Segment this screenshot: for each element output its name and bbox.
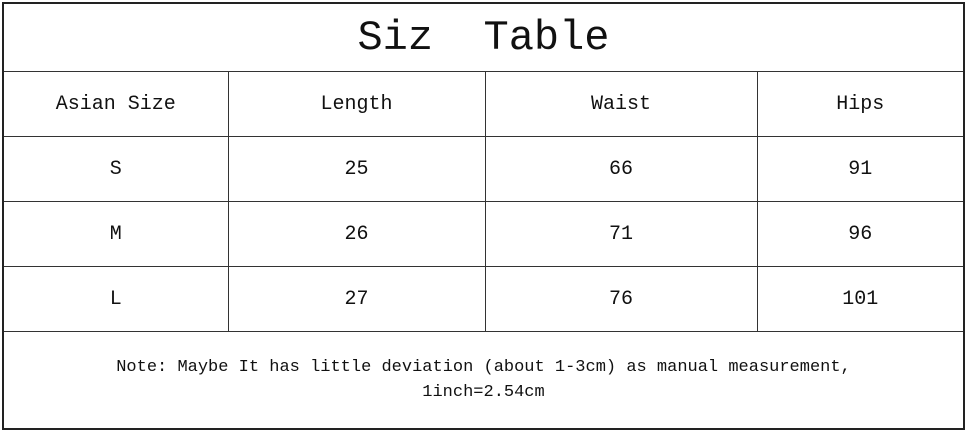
measurement-note: Note: Maybe It has little deviation (abo… [4,332,963,428]
table-cell: 76 [484,266,758,332]
page-title: Siz Table [4,4,963,72]
table-cell: 96 [756,201,963,267]
header-cell: Waist [484,72,758,137]
table-cell: 91 [756,136,963,202]
header-cell: Length [227,72,486,137]
table-cell: 25 [227,136,486,202]
table-cell: S [4,136,229,202]
table-cell: 71 [484,201,758,267]
table-cell: 26 [227,201,486,267]
table-cell: M [4,201,229,267]
table-cell: L [4,266,229,332]
header-cell: Hips [756,72,963,137]
table-row: L 27 76 101 [4,266,963,332]
table-row: S 25 66 91 [4,136,963,202]
table-cell: 66 [484,136,758,202]
note-line-1: Note: Maybe It has little deviation (abo… [116,358,851,377]
table-cell: 27 [227,266,486,332]
header-cell: Asian Size [4,72,229,137]
size-table: Asian Size Length Waist Hips S 25 66 91 … [4,72,963,332]
table-row: M 26 71 96 [4,201,963,267]
table-cell: 101 [756,266,963,332]
table-header-row: Asian Size Length Waist Hips [4,72,963,137]
note-line-2: 1inch=2.54cm [422,383,545,402]
